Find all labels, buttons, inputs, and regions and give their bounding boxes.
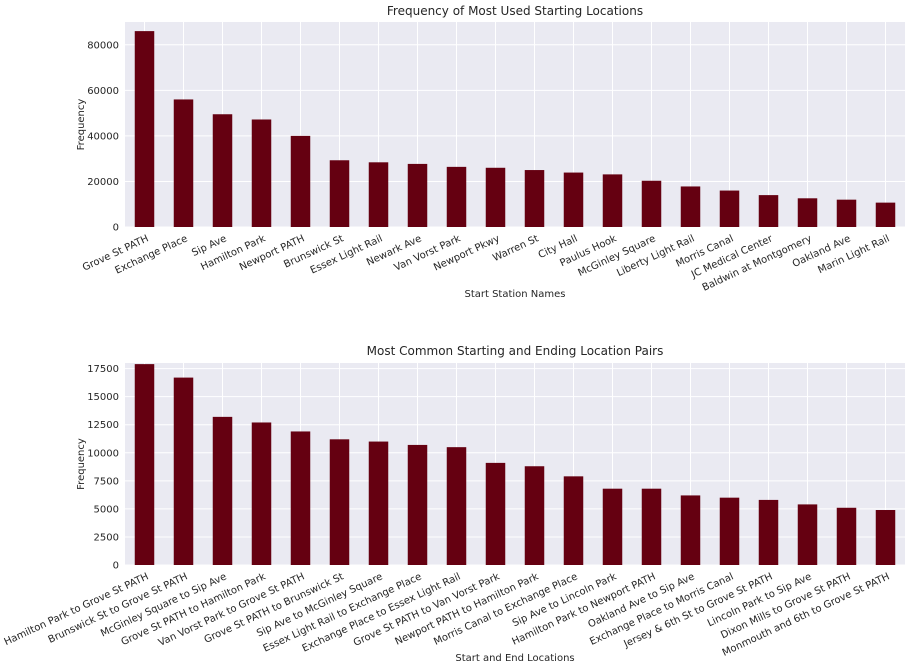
bar	[329, 160, 350, 227]
bar	[797, 198, 818, 227]
bar	[290, 135, 311, 227]
bar	[602, 488, 623, 565]
y-tick-label: 80000	[87, 40, 119, 51]
bar	[758, 499, 779, 565]
y-tick-label: 17500	[87, 364, 119, 375]
bar	[251, 119, 272, 227]
x-axis-label: Start and End Locations	[455, 653, 574, 664]
y-tick-label: 7500	[94, 476, 119, 487]
bar	[719, 190, 740, 227]
bar	[836, 199, 857, 227]
bar	[368, 162, 389, 227]
bar	[563, 172, 584, 227]
bar	[251, 422, 272, 565]
y-tick-label: 0	[113, 223, 119, 234]
chart-2: 025005000750010000125001500017500Hamilto…	[3, 344, 905, 664]
y-tick-label: 0	[113, 561, 119, 572]
bar	[290, 431, 311, 565]
bar	[680, 186, 701, 227]
y-tick-label: 60000	[87, 86, 119, 97]
y-axis-label: Frequency	[76, 99, 87, 151]
bar	[173, 377, 194, 565]
chart-title: Most Common Starting and Ending Location…	[367, 344, 664, 358]
bar	[875, 202, 896, 227]
y-tick-label: 2500	[94, 532, 119, 543]
bar	[134, 364, 155, 565]
plot-area	[125, 22, 905, 227]
bar	[485, 462, 506, 565]
bar	[758, 195, 779, 227]
y-tick-label: 10000	[87, 448, 119, 459]
bar	[212, 416, 233, 565]
y-axis-label: Frequency	[76, 438, 87, 490]
bar	[173, 99, 194, 227]
bar	[134, 31, 155, 227]
bar	[680, 495, 701, 565]
bar	[407, 163, 428, 227]
chart-title: Frequency of Most Used Starting Location…	[387, 4, 643, 18]
bar	[485, 167, 506, 227]
bar	[719, 497, 740, 565]
y-tick-label: 12500	[87, 420, 119, 431]
x-axis-label: Start Station Names	[464, 289, 565, 300]
bar	[641, 488, 662, 565]
bar	[446, 447, 467, 565]
bar	[446, 166, 467, 227]
bar	[836, 507, 857, 565]
bar	[407, 444, 428, 565]
bar	[875, 510, 896, 565]
bar	[524, 170, 545, 227]
bar	[641, 180, 662, 227]
bar	[329, 439, 350, 565]
plot-area	[125, 363, 905, 565]
y-tick-label: 20000	[87, 177, 119, 188]
bar	[368, 441, 389, 565]
bar	[212, 114, 233, 227]
y-tick-label: 5000	[94, 504, 119, 515]
bar	[563, 476, 584, 565]
bar	[524, 466, 545, 565]
y-tick-label: 40000	[87, 131, 119, 142]
bar	[797, 504, 818, 565]
y-tick-label: 15000	[87, 392, 119, 403]
bar	[602, 174, 623, 227]
